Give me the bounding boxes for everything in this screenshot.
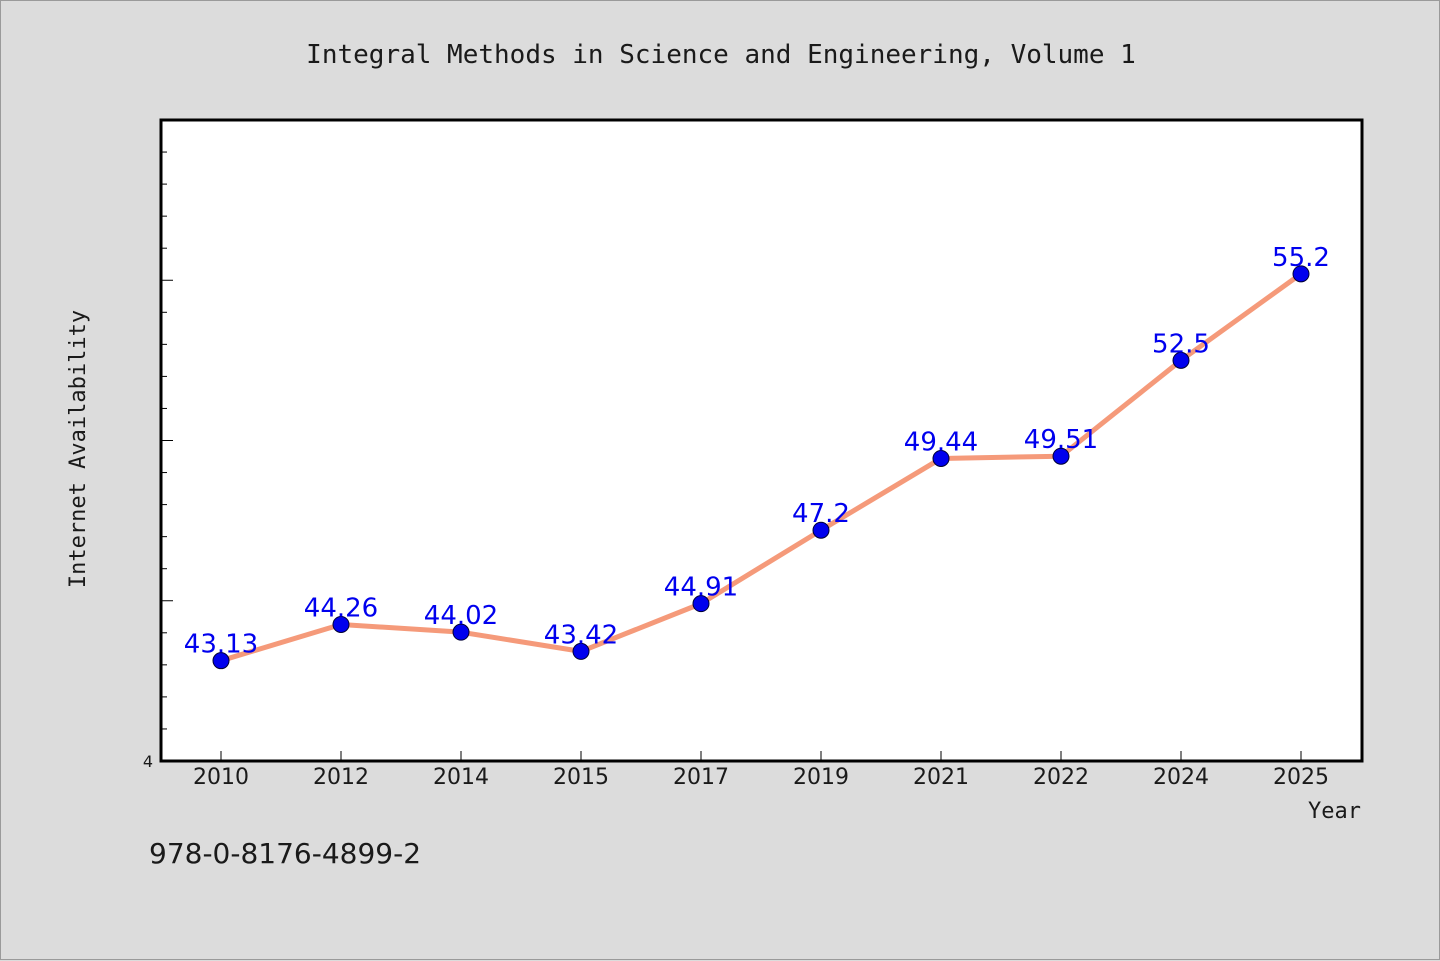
x-axis-title: Year bbox=[1308, 799, 1361, 824]
isbn-label: 978-0-8176-4899-2 bbox=[149, 837, 421, 870]
data-point bbox=[1172, 351, 1190, 369]
data-label: 47.2 bbox=[792, 499, 850, 529]
data-label: 44.26 bbox=[304, 593, 378, 623]
data-label: 43.13 bbox=[184, 630, 258, 660]
x-tick-label: 2022 bbox=[1033, 765, 1089, 790]
x-tick-label: 2015 bbox=[553, 765, 609, 790]
data-point bbox=[332, 615, 350, 633]
y-axis-title: Internet Availability bbox=[66, 310, 91, 588]
x-tick-label: 2024 bbox=[1153, 765, 1209, 790]
series-line bbox=[220, 271, 1303, 664]
x-tick-label: 2021 bbox=[913, 765, 969, 790]
y-tick-label: 4 bbox=[143, 752, 153, 771]
x-tick-label: 2019 bbox=[793, 765, 849, 790]
data-point bbox=[1052, 447, 1070, 465]
data-point bbox=[692, 595, 710, 613]
data-point bbox=[452, 623, 470, 641]
x-tick-label: 2017 bbox=[673, 765, 729, 790]
x-axis-ticks: 2010 2012 2014 2015 2017 2019 2021 2022 2024 2025 bbox=[193, 751, 1329, 790]
data-point bbox=[572, 642, 590, 660]
x-tick-label: 2012 bbox=[313, 765, 369, 790]
data-label: 49.51 bbox=[1024, 425, 1098, 455]
chart-title: Integral Methods in Science and Engineer… bbox=[306, 40, 1136, 70]
data-point bbox=[212, 652, 230, 670]
data-point bbox=[812, 521, 830, 539]
x-tick-label: 2014 bbox=[433, 765, 489, 790]
series-group: 43.13 44.26 44.02 43.42 44.91 47.2 49.44 49.51 5… bbox=[184, 243, 1330, 670]
plot-area bbox=[159, 118, 1364, 763]
y-axis-ticks bbox=[161, 151, 173, 762]
x-tick-label: 2010 bbox=[193, 765, 249, 790]
data-label: 49.44 bbox=[904, 427, 978, 457]
data-label: 44.02 bbox=[424, 601, 498, 631]
data-label: 44.91 bbox=[664, 573, 738, 603]
data-label: 55.2 bbox=[1272, 243, 1330, 273]
data-label: 52.5 bbox=[1152, 329, 1210, 359]
x-tick-label: 2025 bbox=[1273, 765, 1329, 790]
data-label: 43.42 bbox=[544, 620, 618, 650]
data-point bbox=[1292, 265, 1310, 283]
data-point bbox=[932, 449, 950, 467]
